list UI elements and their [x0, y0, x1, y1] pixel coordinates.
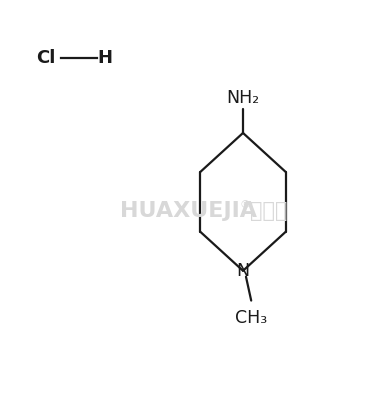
Text: CH₃: CH₃ [235, 309, 267, 327]
Text: 化学加: 化学加 [251, 201, 288, 221]
Text: NH₂: NH₂ [226, 88, 260, 106]
Text: HUAXUEJIA: HUAXUEJIA [121, 201, 257, 221]
Text: H: H [98, 50, 113, 68]
Text: ®: ® [239, 200, 250, 210]
Text: Cl: Cl [36, 50, 55, 68]
Text: N: N [237, 262, 249, 280]
